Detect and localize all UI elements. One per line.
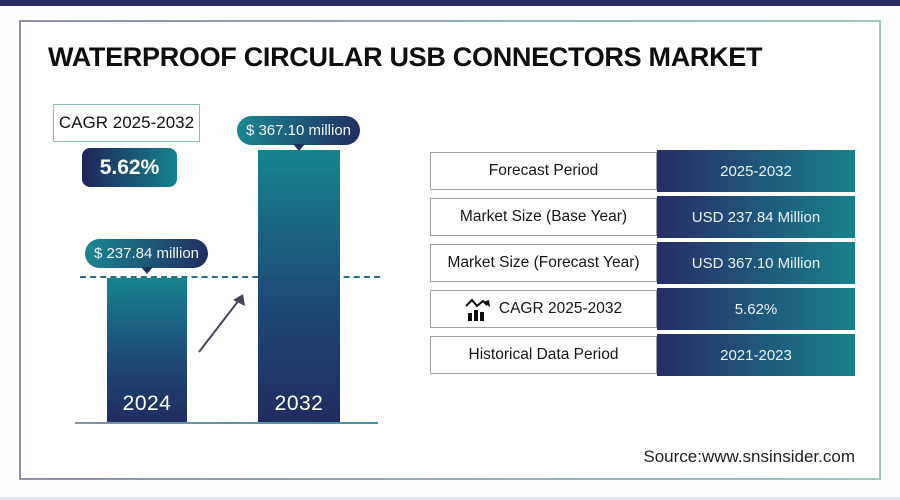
bar-2024: 2024 [107, 278, 187, 423]
table-label-cagr-text: CAGR 2025-2032 [498, 300, 623, 317]
reference-dashed-line [80, 276, 380, 278]
cagr-value-badge: 5.62% [82, 148, 177, 187]
table-value-forecast-period: 2025-2032 [657, 150, 855, 192]
table-row: Market Size (Forecast Year) USD 367.10 M… [430, 242, 855, 284]
table-row: CAGR 2025-2032 5.62% [430, 288, 855, 330]
table-label-market-size-forecast: Market Size (Forecast Year) [430, 244, 657, 282]
source-text: Source:www.snsinsider.com [643, 447, 855, 466]
bottom-edge-line [0, 497, 900, 500]
table-label-cagr: CAGR 2025-2032 [430, 290, 657, 328]
table-value-cagr: 5.62% [657, 288, 855, 330]
table-row: Market Size (Base Year) USD 237.84 Milli… [430, 196, 855, 238]
table-row: Forecast Period 2025-2032 [430, 150, 855, 192]
info-table: Forecast Period 2025-2032 Market Size (B… [430, 150, 855, 380]
table-row: Historical Data Period 2021-2023 [430, 334, 855, 376]
table-label-forecast-period: Forecast Period [430, 152, 657, 190]
table-value-historical-period: 2021-2023 [657, 334, 855, 376]
table-value-market-size-forecast: USD 367.10 Million [657, 242, 855, 284]
bar-2032-label: 2032 [274, 392, 324, 415]
cagr-period-label: CAGR 2025-2032 [53, 104, 200, 142]
x-axis-line [75, 422, 378, 424]
page-title: WATERPROOF CIRCULAR USB CONNECTORS MARKE… [48, 42, 763, 72]
top-accent-bar [0, 0, 900, 6]
callout-2024-value: $ 237.84 million [85, 239, 208, 274]
growth-arrow-icon [198, 294, 245, 353]
table-label-historical-period: Historical Data Period [430, 336, 657, 374]
table-label-market-size-base: Market Size (Base Year) [430, 198, 657, 236]
growth-chart-icon [465, 298, 490, 321]
callout-2032-value: $ 367.10 million [237, 116, 360, 151]
table-value-market-size-base: USD 237.84 Million [657, 196, 855, 238]
bar-2024-label: 2024 [122, 392, 172, 415]
bar-2032: 2032 [258, 150, 340, 423]
